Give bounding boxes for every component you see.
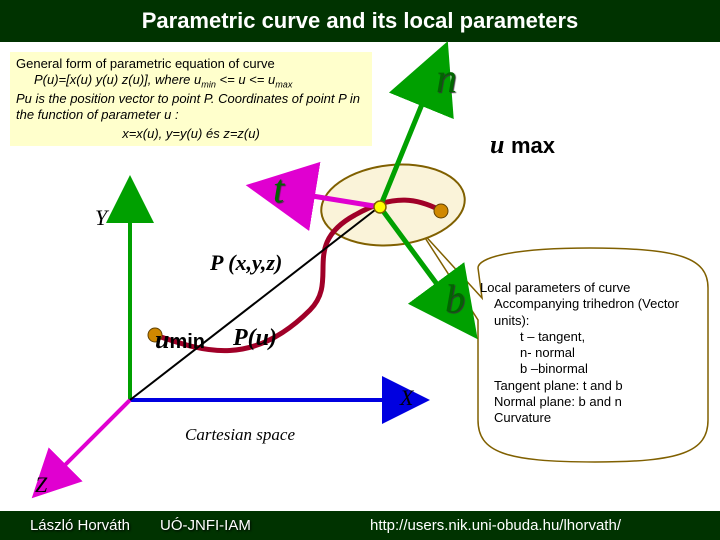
footer: László Horváth UÓ-JNFI-IAM http://users.… bbox=[0, 511, 720, 540]
label-Y: Y bbox=[95, 205, 107, 231]
vec-n bbox=[380, 92, 427, 207]
footer-inst: UÓ-JNFI-IAM bbox=[160, 517, 310, 534]
label-n: n bbox=[436, 55, 457, 103]
label-cartesian: Cartesian space bbox=[185, 425, 295, 445]
co-l4: n- normal bbox=[480, 345, 690, 361]
co-l5: b –binormal bbox=[480, 361, 690, 377]
label-X: X bbox=[400, 385, 413, 411]
label-umax: u max bbox=[490, 130, 555, 160]
umin-u: u bbox=[155, 325, 169, 354]
umax-u: u bbox=[490, 130, 504, 159]
co-l3: t – tangent, bbox=[480, 329, 690, 345]
label-b: b bbox=[445, 275, 465, 322]
def-l2c: min bbox=[201, 80, 216, 90]
frenet-ellipse bbox=[317, 158, 469, 253]
def-line4: x=x(u), y=y(u) és z=z(u) bbox=[16, 124, 366, 142]
vec-t bbox=[300, 194, 380, 207]
label-Pxyz: P (x,y,z) bbox=[210, 250, 282, 276]
def-l2a: P(u)=[x(u) y(u) z(u)], where bbox=[34, 72, 194, 87]
p-dot bbox=[374, 201, 386, 213]
position-vector bbox=[130, 210, 375, 400]
co-l6: Tangent plane: t and b bbox=[480, 378, 690, 394]
co-l2: Accompanying trihedron (Vector units): bbox=[480, 296, 690, 329]
label-t: t bbox=[273, 165, 284, 212]
umax-dot bbox=[434, 204, 448, 218]
umin-t: min bbox=[169, 331, 205, 353]
axis-z bbox=[60, 400, 130, 470]
definition-box: General form of parametric equation of c… bbox=[10, 52, 372, 146]
co-l8: Curvature bbox=[480, 410, 690, 426]
def-l2d: <= u <= bbox=[216, 72, 268, 87]
def-l2f: max bbox=[275, 80, 292, 90]
title: Parametric curve and its local parameter… bbox=[0, 0, 720, 42]
label-umin: umin bbox=[155, 325, 205, 355]
callout-text: Local parameters of curve Accompanying t… bbox=[480, 280, 690, 426]
label-Z: Z bbox=[35, 472, 47, 498]
label-Pu: P(u) bbox=[233, 325, 277, 352]
footer-url: http://users.nik.uni-obuda.hu/lhorvath/ bbox=[310, 517, 720, 534]
vec-b bbox=[380, 207, 445, 295]
def-line1: General form of parametric equation of c… bbox=[16, 56, 366, 72]
co-l1: Local parameters of curve bbox=[480, 280, 690, 296]
co-l7: Normal plane: b and n bbox=[480, 394, 690, 410]
def-line3: Pu is the position vector to point P. Co… bbox=[16, 91, 366, 124]
footer-author: László Horváth bbox=[0, 517, 160, 534]
umax-t: max bbox=[511, 133, 555, 158]
def-line2: P(u)=[x(u) y(u) z(u)], where umin <= u <… bbox=[16, 72, 366, 91]
